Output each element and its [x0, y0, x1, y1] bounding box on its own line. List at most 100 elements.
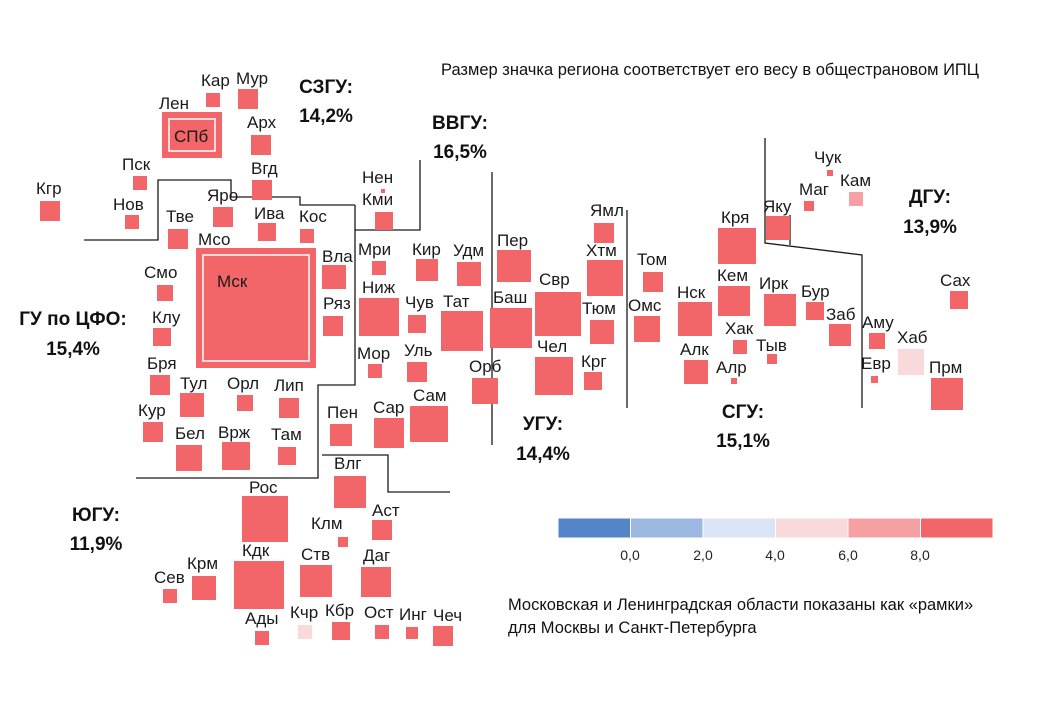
region-label: Влг — [334, 454, 361, 473]
region-nsk-square — [678, 302, 712, 336]
region-label: Тюм — [582, 299, 616, 318]
region-label: Тыв — [756, 336, 787, 355]
map-note-line2: для Москвы и Санкт-Петербурга — [508, 619, 757, 637]
region-label: Мри — [358, 240, 391, 259]
region-label: Там — [271, 425, 302, 444]
region-orb-square — [472, 378, 498, 404]
region-ast-square — [372, 520, 392, 540]
region-label: Уль — [404, 341, 433, 360]
border-vvgu-south — [322, 454, 450, 493]
map-title: Размер значка региона соответствует его … — [441, 61, 979, 79]
region-label: Сар — [373, 398, 404, 417]
region-vgd-square — [252, 180, 272, 200]
region-label: Маг — [799, 180, 829, 199]
district-share: 15,1% — [716, 431, 770, 452]
region-krm-square — [192, 576, 216, 600]
region-htm-square — [587, 260, 623, 296]
district-name: СЗГУ: — [299, 77, 353, 98]
region-yaml-square — [594, 223, 614, 243]
region-label: Инг — [399, 605, 427, 624]
legend-bin — [630, 517, 704, 539]
region-label: Пер — [497, 231, 528, 250]
legend-tick: 4,0 — [765, 547, 785, 563]
region-label: Врж — [218, 423, 251, 442]
region-label: Ямл — [590, 201, 624, 220]
region-label: Арх — [247, 113, 277, 132]
region-label: Ниж — [362, 278, 396, 297]
region-tyum-square — [590, 320, 614, 344]
region-prm-square — [931, 378, 963, 410]
region-label: Удм — [453, 241, 484, 260]
region-klu-square — [153, 328, 171, 346]
region-label: Кур — [138, 401, 166, 420]
region-kar-square — [206, 93, 220, 107]
region-label: Алк — [680, 340, 709, 359]
region-kmi-square — [375, 212, 393, 230]
region-iva-square — [258, 223, 276, 241]
region-ost-square — [375, 625, 389, 639]
region-label: Яро — [207, 186, 238, 205]
region-bash-square — [490, 308, 532, 348]
region-label: Крм — [187, 554, 218, 573]
region-mri-square — [372, 261, 386, 275]
region-alk-square — [684, 360, 708, 384]
region-kbr-square — [332, 622, 350, 640]
region-label: Лип — [274, 376, 304, 395]
region-label: Хтм — [586, 241, 617, 260]
region-label: Хаб — [897, 328, 928, 347]
region-chech-square — [433, 626, 453, 646]
region-nizh-square — [359, 298, 399, 336]
region-label: Хак — [725, 319, 754, 338]
region-label: Рос — [249, 478, 278, 497]
border-cfo-east — [136, 205, 356, 479]
region-label: Чук — [814, 148, 842, 167]
region-sar-square — [374, 418, 404, 448]
region-lip-square — [279, 398, 299, 418]
region-label: Ива — [254, 204, 285, 223]
region-label: Сев — [154, 568, 185, 587]
district-share: 16,5% — [433, 142, 487, 163]
region-mag-square — [804, 201, 814, 211]
region-psk-square — [133, 176, 147, 190]
region-label: Смо — [144, 263, 177, 282]
region-ryaz-square — [323, 316, 343, 336]
region-label: Чеч — [433, 606, 462, 625]
district-share: 15,4% — [46, 339, 100, 360]
legend-bin — [557, 517, 631, 539]
color-legend: 0,0 2,0 4,0 6,0 8,0 — [557, 517, 994, 563]
region-udm-square — [457, 262, 481, 286]
region-vrzh-square — [222, 442, 250, 470]
region-orl-square — [237, 395, 253, 411]
region-kam-square — [849, 192, 863, 206]
region-label: Кчр — [290, 603, 318, 622]
region-zab-square — [829, 324, 851, 346]
region-krya-square — [718, 228, 756, 264]
region-spb-square — [168, 118, 216, 152]
region-label: Чув — [405, 293, 434, 312]
region-label: Пск — [122, 155, 151, 174]
region-label: Кос — [299, 207, 327, 226]
region-label: Кам — [840, 171, 871, 190]
legend-tick: 2,0 — [693, 547, 713, 563]
region-labels: Кар Мур Лен СПб Арх Пск Вгд Кгр Нов Яро … — [36, 69, 971, 628]
region-label: Ирк — [759, 274, 789, 293]
region-label: Клм — [311, 514, 343, 533]
region-alr-square — [731, 378, 737, 384]
region-label: Бур — [801, 282, 830, 301]
region-vlg-square — [334, 476, 366, 508]
region-label: СПб — [174, 127, 208, 146]
region-label: Свр — [539, 270, 570, 289]
legend-tick: 6,0 — [838, 547, 858, 563]
region-label: Ады — [245, 609, 278, 628]
legend-tick: 8,0 — [910, 547, 930, 563]
region-brya-square — [150, 375, 170, 395]
region-sah-square — [950, 291, 968, 309]
district-share: 14,2% — [299, 106, 353, 127]
region-kdk-square — [234, 561, 284, 609]
region-vla-square — [322, 265, 346, 289]
region-label: Кбр — [325, 601, 354, 620]
legend-bin — [847, 517, 921, 539]
legend-bin — [920, 517, 994, 539]
region-tul-square — [180, 393, 204, 417]
